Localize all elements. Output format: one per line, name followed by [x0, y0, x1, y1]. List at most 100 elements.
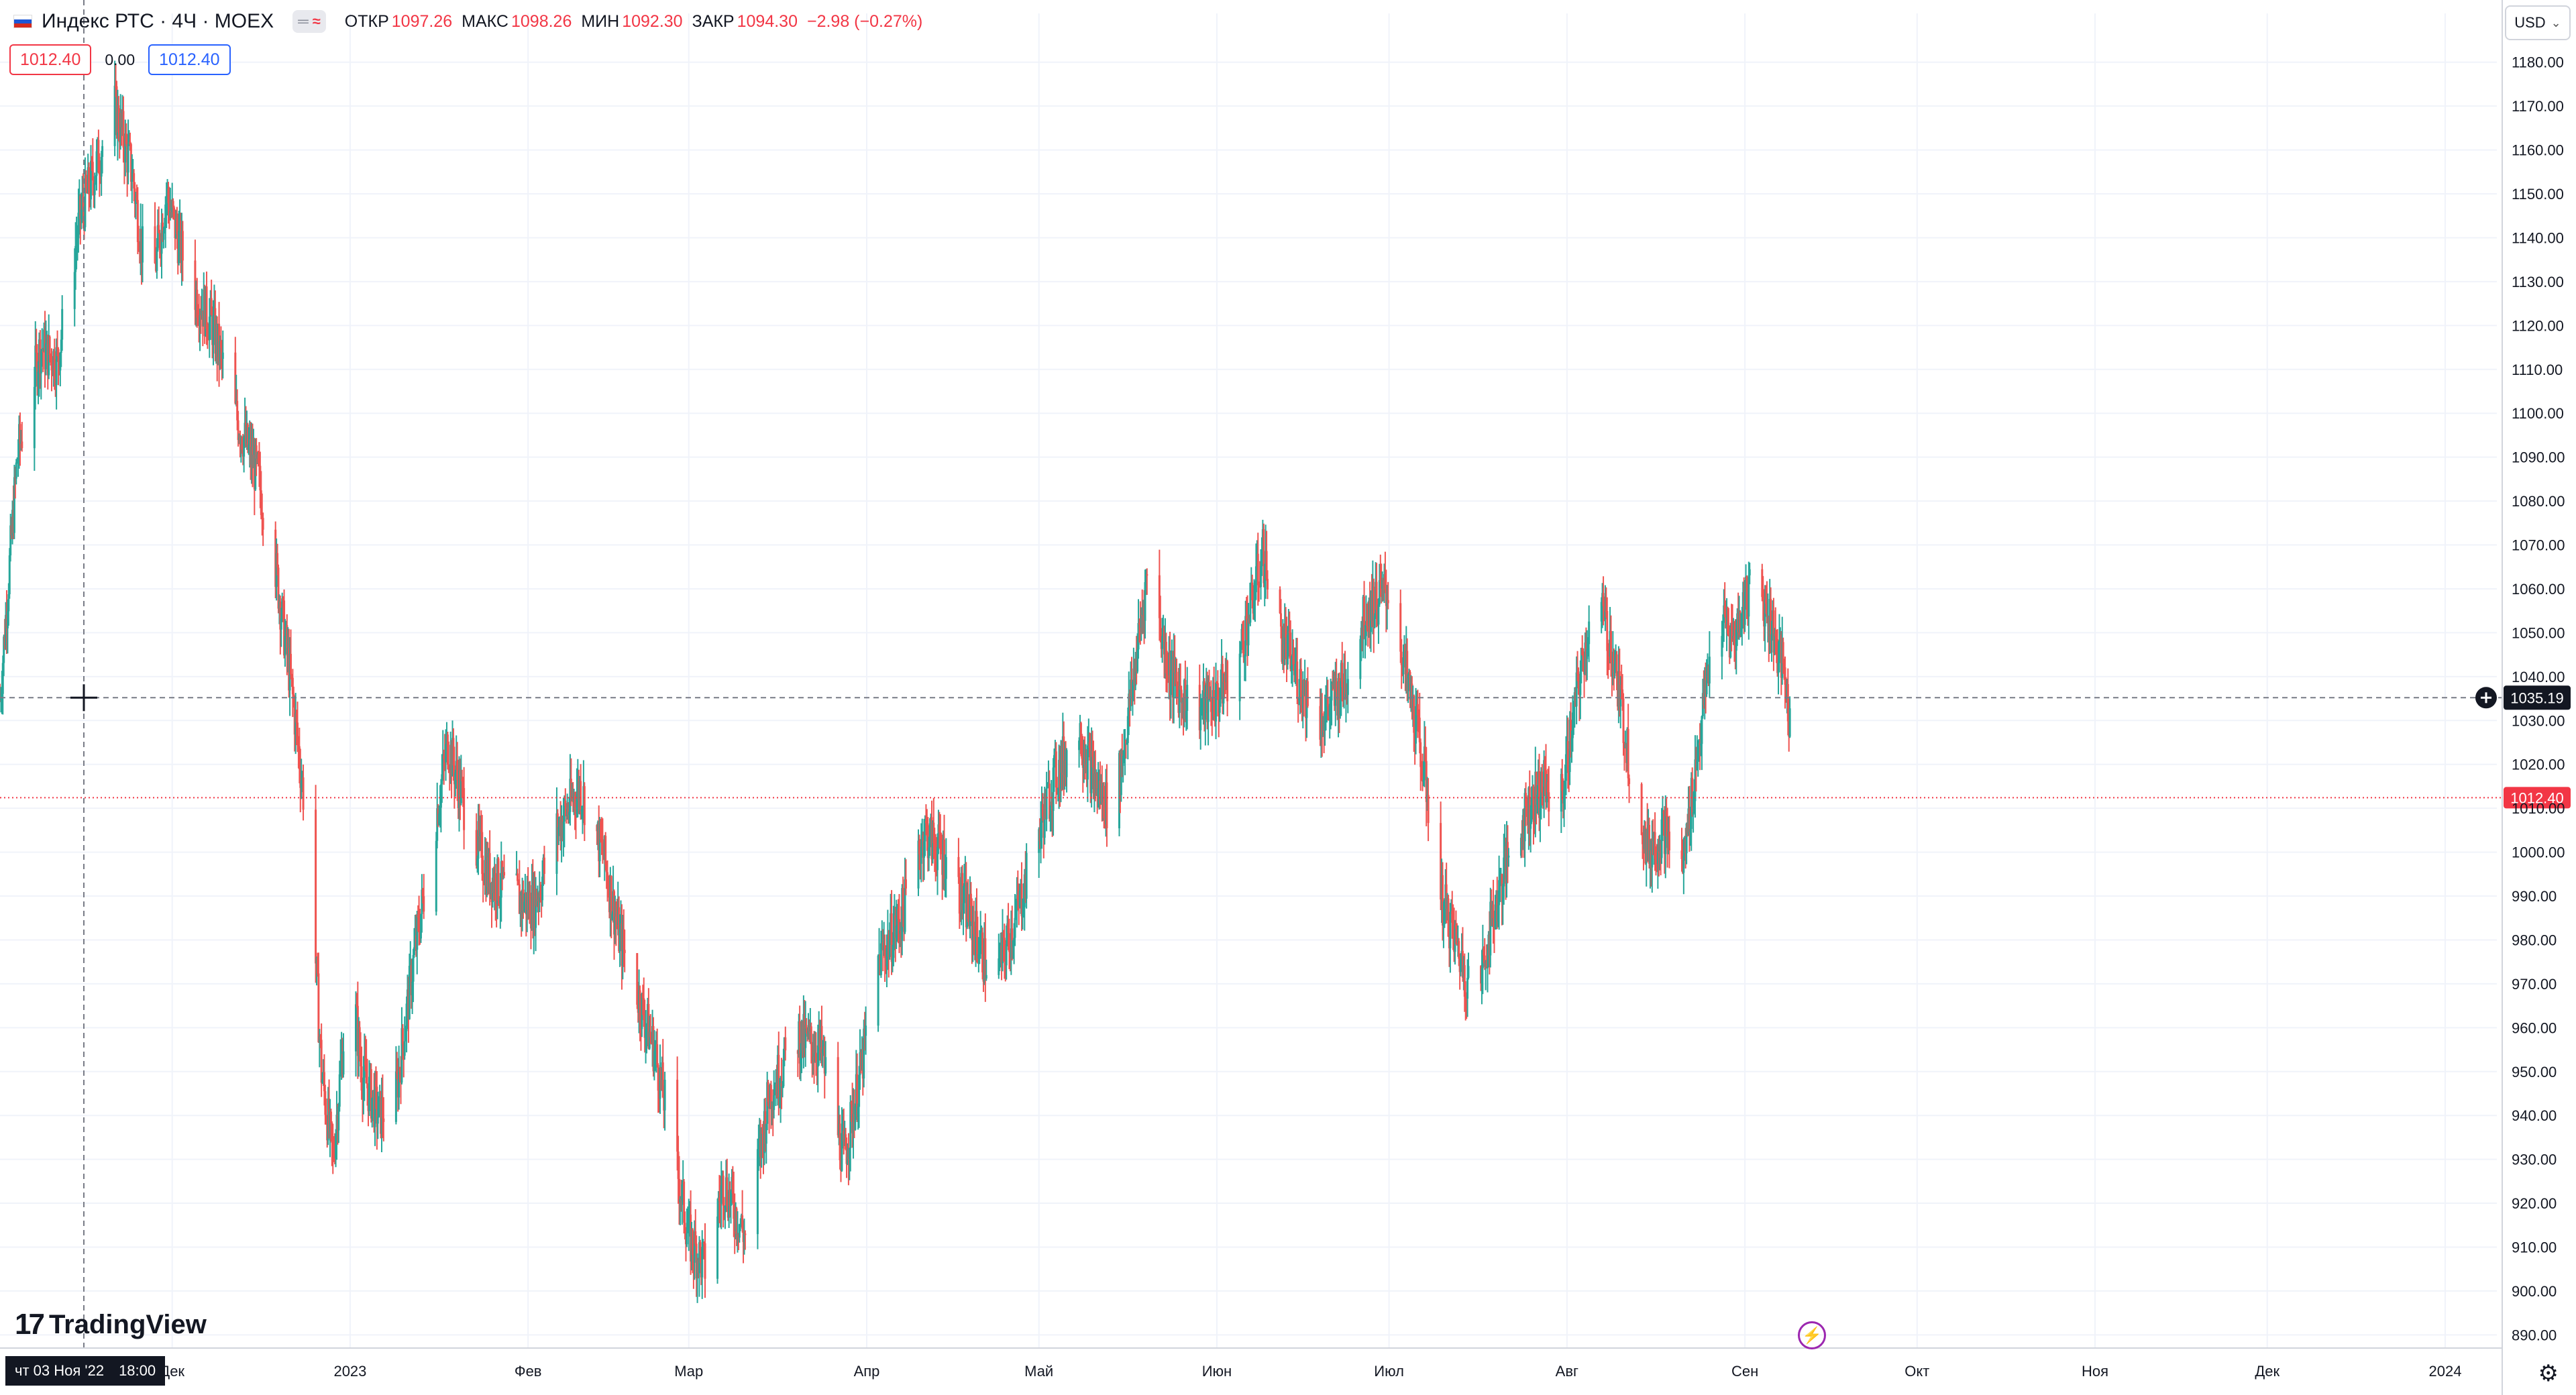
logo-text: TradingView — [48, 1309, 207, 1339]
candle-body — [773, 1095, 775, 1111]
candle-body — [619, 929, 621, 952]
candle-body — [1283, 628, 1286, 659]
candle-body — [516, 873, 519, 881]
candle-body — [463, 788, 466, 830]
candle-body — [816, 1045, 819, 1067]
candle-body — [1014, 911, 1017, 918]
candle-body — [1281, 626, 1283, 662]
open-label: ОТКР — [344, 11, 389, 31]
candle-body — [583, 786, 586, 826]
candle-body — [841, 1133, 843, 1171]
candle-body — [895, 926, 898, 938]
candle-body — [924, 821, 926, 842]
candle-body — [199, 315, 201, 327]
candle-body — [456, 761, 459, 781]
candle-body — [998, 958, 1000, 975]
candle-body — [1721, 622, 1724, 636]
candle-body — [1016, 895, 1018, 911]
candle-body — [163, 226, 166, 231]
candle-body — [1065, 750, 1068, 777]
candle-body — [1288, 631, 1291, 633]
y-tick-label: 970.00 — [2512, 976, 2557, 993]
candle-body — [1454, 924, 1457, 929]
candle-body — [460, 779, 462, 803]
symbol-title[interactable]: Индекс РТС · 4Ч · MOEX — [42, 10, 274, 32]
candle-body — [820, 1025, 823, 1054]
tradingview-logo[interactable]: 17 TradingView — [15, 1308, 207, 1341]
candle-body — [917, 840, 920, 889]
candle-body — [262, 518, 264, 530]
candle-body — [1241, 628, 1244, 641]
candle-body — [1564, 781, 1566, 790]
candle-body — [1507, 855, 1510, 858]
candle-body — [845, 1149, 848, 1164]
gear-icon[interactable]: ⚙ — [2538, 1361, 2559, 1386]
candle-body — [1458, 941, 1460, 959]
candle-body — [1536, 794, 1539, 805]
candle-body — [961, 873, 964, 910]
candle-body — [653, 1050, 655, 1072]
candle-body — [1260, 566, 1263, 588]
x-tick-label: Ноя — [2082, 1363, 2108, 1380]
candle-body — [1680, 850, 1683, 859]
candle-body — [500, 861, 502, 898]
candle-body — [686, 1231, 689, 1233]
candle-body — [1335, 681, 1338, 692]
candle-body — [282, 598, 284, 601]
candle-body — [435, 840, 437, 912]
candle-body — [1705, 680, 1708, 695]
wave-icon[interactable]: ≈ — [312, 13, 321, 30]
candle-body — [1566, 740, 1569, 772]
candle-body — [237, 420, 239, 441]
candle-body — [80, 209, 83, 219]
candle-body — [1124, 740, 1126, 755]
candle-body — [162, 231, 165, 240]
sell-button[interactable]: 1012.40 — [9, 44, 92, 75]
candle-body — [376, 1117, 379, 1124]
candle-body — [408, 966, 411, 1019]
candle-body — [181, 231, 184, 261]
candle-body — [0, 698, 2, 700]
candle-body — [338, 1074, 341, 1107]
candle-body — [1620, 684, 1623, 689]
lightning-icon[interactable]: ⚡ — [1798, 1321, 1826, 1349]
candle-body — [57, 349, 60, 362]
candle-body — [234, 352, 237, 404]
candle-body — [1731, 628, 1734, 639]
candle-body — [259, 465, 262, 491]
candle-body — [1003, 938, 1006, 956]
candle-body — [1694, 759, 1697, 801]
candle-body — [325, 1115, 327, 1121]
candle-body — [698, 1242, 700, 1274]
candle-body — [1685, 823, 1688, 854]
buy-button[interactable]: 1012.40 — [148, 44, 231, 75]
candle-body — [1440, 823, 1442, 900]
candle-body — [298, 746, 301, 769]
chart-mode-toggle[interactable]: ═ ≈ — [292, 10, 326, 33]
candle-body — [1384, 574, 1387, 590]
candle-body — [1708, 657, 1711, 684]
candle-body — [401, 1028, 404, 1044]
candle-body — [1561, 774, 1564, 791]
candle-body — [302, 777, 305, 810]
minus-icon[interactable]: ═ — [298, 13, 309, 30]
candle-body — [56, 347, 59, 349]
candle-body — [1325, 710, 1328, 714]
currency-select[interactable]: USD ⌄ — [2505, 5, 2571, 40]
candle-body — [1621, 689, 1624, 699]
candle-body — [1417, 715, 1420, 718]
candle-body — [1730, 627, 1733, 629]
candle-body — [1613, 651, 1615, 673]
candle-body — [1258, 585, 1260, 587]
candle-body — [1726, 624, 1729, 634]
candle-body — [643, 1020, 646, 1038]
candle-body — [904, 879, 907, 889]
candle-body — [91, 160, 93, 162]
candle-body — [1323, 730, 1326, 732]
candle-body — [167, 188, 170, 203]
candle-body — [1176, 683, 1179, 687]
candle-body — [448, 769, 451, 771]
candle-body — [778, 1097, 781, 1099]
candle-body — [726, 1177, 729, 1207]
